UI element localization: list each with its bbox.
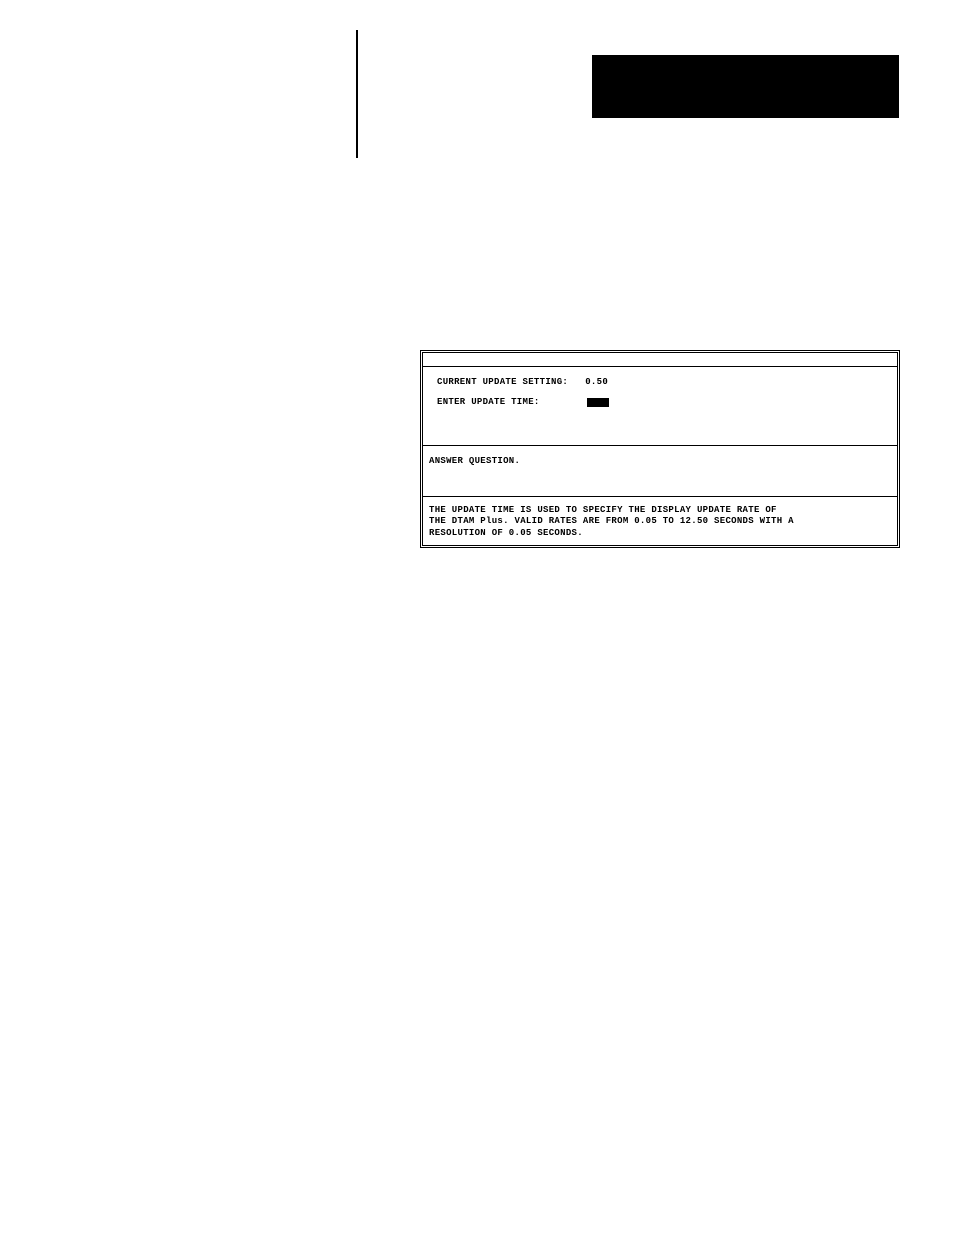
current-setting-value: 0.50 <box>585 377 608 387</box>
current-setting-label: CURRENT UPDATE SETTING: <box>437 377 585 387</box>
current-setting-row: CURRENT UPDATE SETTING: 0.50 <box>437 377 883 387</box>
terminal-status: ANSWER QUESTION. <box>423 446 897 497</box>
terminal-titlebar <box>423 353 897 367</box>
status-text: ANSWER QUESTION. <box>429 456 520 466</box>
terminal-body: CURRENT UPDATE SETTING: 0.50 ENTER UPDAT… <box>423 367 897 446</box>
help-line-1: THE UPDATE TIME IS USED TO SPECIFY THE D… <box>429 505 891 516</box>
help-line-2: THE DTAM Plus. VALID RATES ARE FROM 0.05… <box>429 516 891 527</box>
terminal-window: CURRENT UPDATE SETTING: 0.50 ENTER UPDAT… <box>420 350 900 548</box>
cursor-icon <box>587 398 609 407</box>
enter-time-row: ENTER UPDATE TIME: <box>437 397 883 407</box>
vertical-divider <box>356 30 358 158</box>
terminal-help: THE UPDATE TIME IS USED TO SPECIFY THE D… <box>423 497 897 545</box>
enter-time-label: ENTER UPDATE TIME: <box>437 397 585 407</box>
header-black-box <box>592 55 899 118</box>
help-line-3: RESOLUTION OF 0.05 SECONDS. <box>429 528 891 539</box>
